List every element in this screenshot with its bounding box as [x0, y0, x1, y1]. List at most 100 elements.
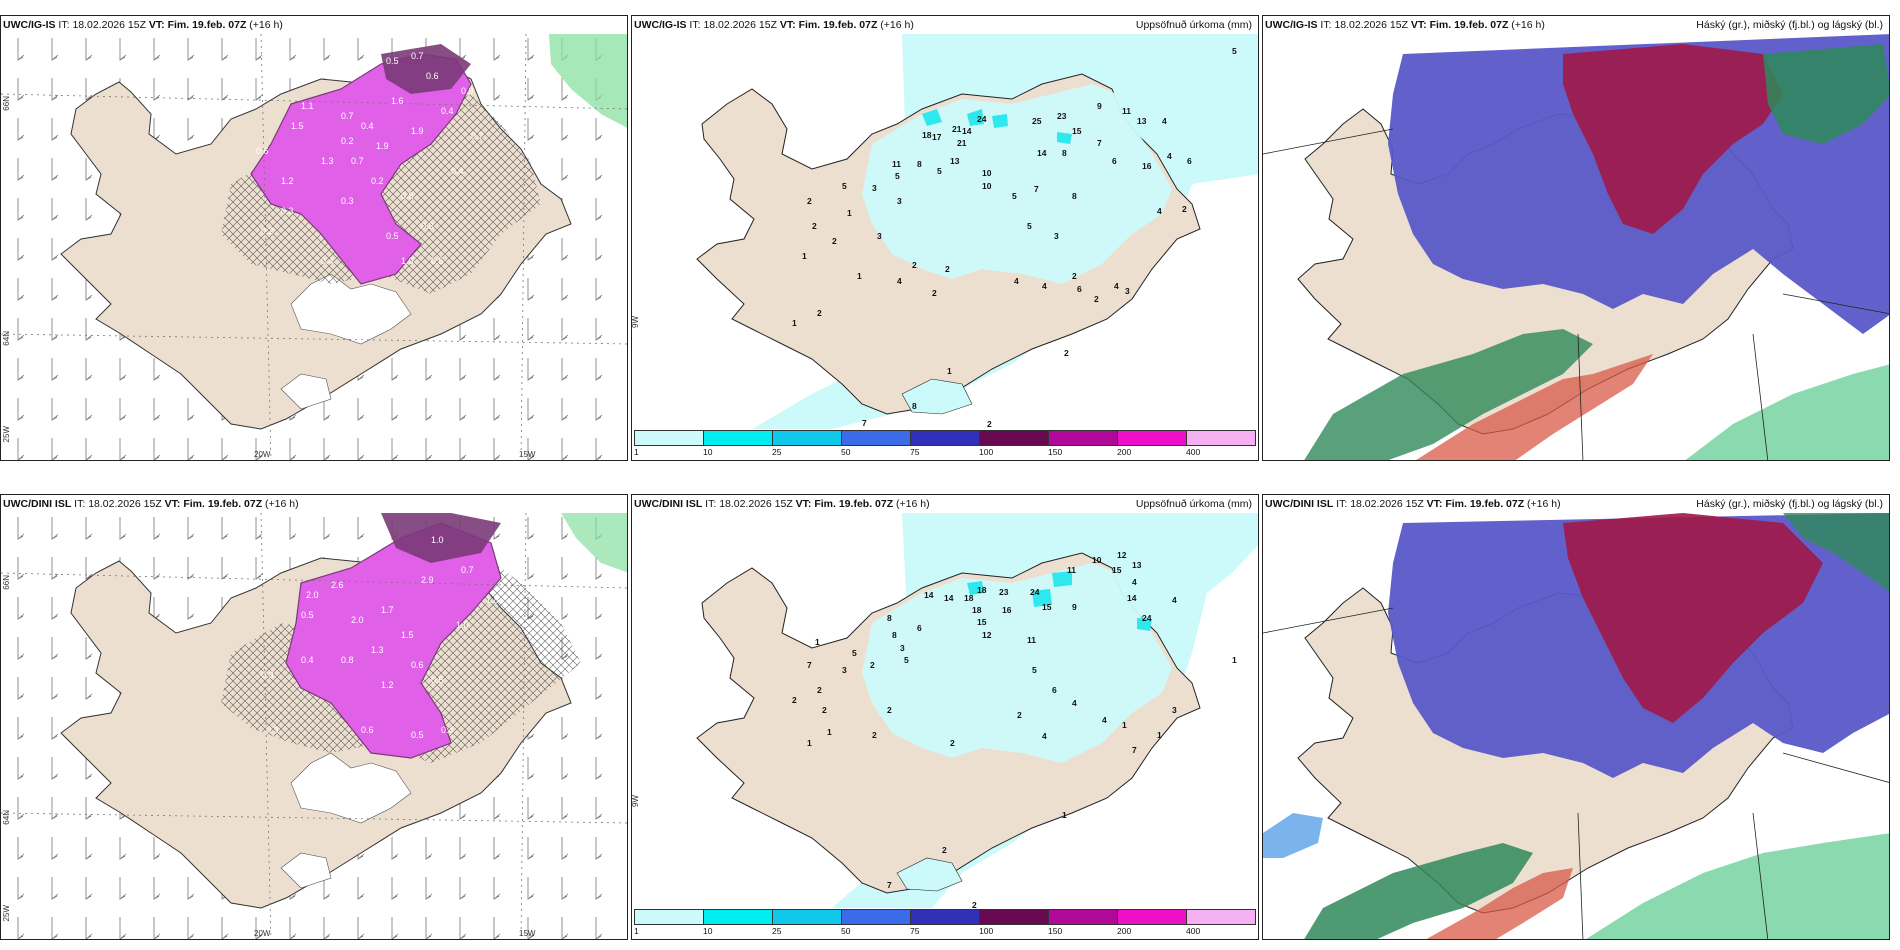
panel-title: Uppsöfnuð úrkoma (mm)	[1135, 498, 1252, 510]
svg-text:0.5: 0.5	[431, 256, 444, 266]
cloud-blue-southwest	[1263, 813, 1323, 858]
svg-text:24: 24	[1142, 613, 1152, 623]
svg-text:5: 5	[1027, 221, 1032, 231]
colorbar-swatch-25	[773, 431, 842, 445]
svg-text:16: 16	[1002, 605, 1012, 615]
svg-text:3: 3	[1125, 286, 1130, 296]
svg-text:2: 2	[1072, 271, 1077, 281]
svg-text:2: 2	[817, 308, 822, 318]
svg-text:0.5: 0.5	[386, 56, 399, 66]
cloud-low-area	[1763, 44, 1889, 144]
colorbar-tick-labels: 1 10 25 50 75 100 150 200 400	[634, 447, 1201, 457]
lon-label-9: 9W	[631, 795, 640, 807]
svg-text:4: 4	[1172, 595, 1177, 605]
colorbar-swatch-150	[1049, 910, 1118, 924]
svg-text:0.2: 0.2	[371, 176, 384, 186]
svg-text:2: 2	[942, 845, 947, 855]
lon-label-20: 20W	[254, 929, 271, 938]
svg-text:14: 14	[1127, 593, 1137, 603]
svg-text:3: 3	[897, 196, 902, 206]
colorbar-swatch-150	[1049, 431, 1118, 445]
panel-snow-map-top: UWC/IG-IS IT: 18.02.2026 15Z VT: Fim. 19…	[0, 15, 628, 461]
precip-land-area	[862, 563, 1172, 763]
svg-text:2: 2	[807, 196, 812, 206]
svg-text:21: 21	[957, 138, 967, 148]
colorbar-swatch-100	[980, 910, 1049, 924]
svg-text:6: 6	[1112, 156, 1117, 166]
precip-land-area	[862, 84, 1172, 284]
svg-text:2: 2	[1182, 204, 1187, 214]
svg-text:0.4: 0.4	[361, 121, 374, 131]
svg-text:0.7: 0.7	[461, 565, 474, 575]
svg-text:6: 6	[917, 623, 922, 633]
svg-text:0.6: 0.6	[411, 660, 424, 670]
colorbar-swatch-75	[911, 910, 980, 924]
svg-text:3: 3	[842, 665, 847, 675]
svg-text:0.4: 0.4	[441, 725, 454, 735]
svg-text:4: 4	[1102, 715, 1107, 725]
svg-text:5: 5	[1232, 46, 1237, 56]
colorbar-swatch-100	[980, 431, 1049, 445]
svg-text:2: 2	[817, 685, 822, 695]
svg-text:5: 5	[1032, 665, 1037, 675]
svg-text:18: 18	[922, 130, 932, 140]
svg-text:1.2: 1.2	[281, 176, 294, 186]
svg-text:14: 14	[1037, 148, 1047, 158]
svg-text:0.2: 0.2	[341, 136, 354, 146]
cloud-low-south-area	[1304, 329, 1593, 460]
lon-label-25: 25W	[2, 905, 11, 922]
svg-text:0.7: 0.7	[411, 51, 424, 61]
svg-text:3: 3	[1054, 231, 1059, 241]
svg-text:2: 2	[822, 705, 827, 715]
svg-text:1: 1	[1157, 730, 1162, 740]
panel-title: Uppsöfnuð úrkoma (mm)	[1135, 19, 1252, 31]
snow-labels: 0.5 0.7 0.6 0.4 0.2 1.1 1.6 0.4 1.5 1.3 …	[256, 51, 484, 266]
svg-text:1.6: 1.6	[391, 96, 404, 106]
colorbar-swatch-400	[1187, 431, 1255, 445]
svg-text:2: 2	[1094, 294, 1099, 304]
panel-cloud-map-bottom: UWC/DINI ISL IT: 18.02.2026 15Z VT: Fim.…	[1262, 494, 1890, 940]
colorbar-swatch-400	[1187, 910, 1255, 924]
svg-text:5: 5	[842, 181, 847, 191]
svg-text:9: 9	[1097, 101, 1102, 111]
svg-text:18: 18	[964, 593, 974, 603]
colorbar-swatch-10	[704, 431, 773, 445]
cloud-low-area	[1783, 513, 1889, 592]
svg-text:25: 25	[1032, 116, 1042, 126]
svg-text:7: 7	[1034, 184, 1039, 194]
svg-text:0.3: 0.3	[266, 725, 279, 735]
svg-text:1.9: 1.9	[376, 141, 389, 151]
colorbar-swatch-75	[911, 431, 980, 445]
svg-text:8: 8	[917, 159, 922, 169]
lon-label-20: 20W	[254, 450, 271, 459]
svg-text:1: 1	[792, 318, 797, 328]
svg-text:0.5: 0.5	[411, 730, 424, 740]
svg-text:7: 7	[887, 880, 892, 890]
svg-text:2: 2	[912, 260, 917, 270]
svg-text:6: 6	[1187, 156, 1192, 166]
panel-cloud-map-top: UWC/IG-IS IT: 18.02.2026 15Z VT: Fim. 19…	[1262, 15, 1890, 461]
svg-text:1.0: 1.0	[456, 620, 469, 630]
colorbar-swatch-200	[1118, 910, 1187, 924]
svg-text:1.5: 1.5	[291, 121, 304, 131]
svg-text:18: 18	[977, 585, 987, 595]
svg-text:1.9: 1.9	[411, 126, 424, 136]
svg-text:0.4: 0.4	[441, 106, 454, 116]
svg-text:1.3: 1.3	[371, 645, 384, 655]
svg-text:1: 1	[1232, 655, 1237, 665]
map-canvas: 1.0 2.0 2.6 2.9 0.7 1.7 0.5 2.0 1.5 1.0 …	[1, 513, 627, 939]
svg-text:2: 2	[872, 730, 877, 740]
precip-labels: 10 11 12 15 13 4 14 14 18 18 23 24 15 9 …	[792, 550, 1237, 908]
lon-label-25: 25W	[2, 426, 11, 443]
svg-text:13: 13	[950, 156, 960, 166]
svg-text:11: 11	[1067, 565, 1076, 575]
svg-text:0.7: 0.7	[471, 131, 484, 141]
svg-text:0.6: 0.6	[426, 71, 439, 81]
precip-white-areas	[280, 752, 412, 889]
svg-text:4: 4	[1072, 698, 1077, 708]
svg-text:4: 4	[1132, 577, 1137, 587]
svg-text:8: 8	[1062, 148, 1067, 158]
svg-text:5: 5	[895, 171, 900, 181]
svg-text:2.0: 2.0	[351, 615, 364, 625]
lat-label-64: 64N	[2, 810, 11, 825]
